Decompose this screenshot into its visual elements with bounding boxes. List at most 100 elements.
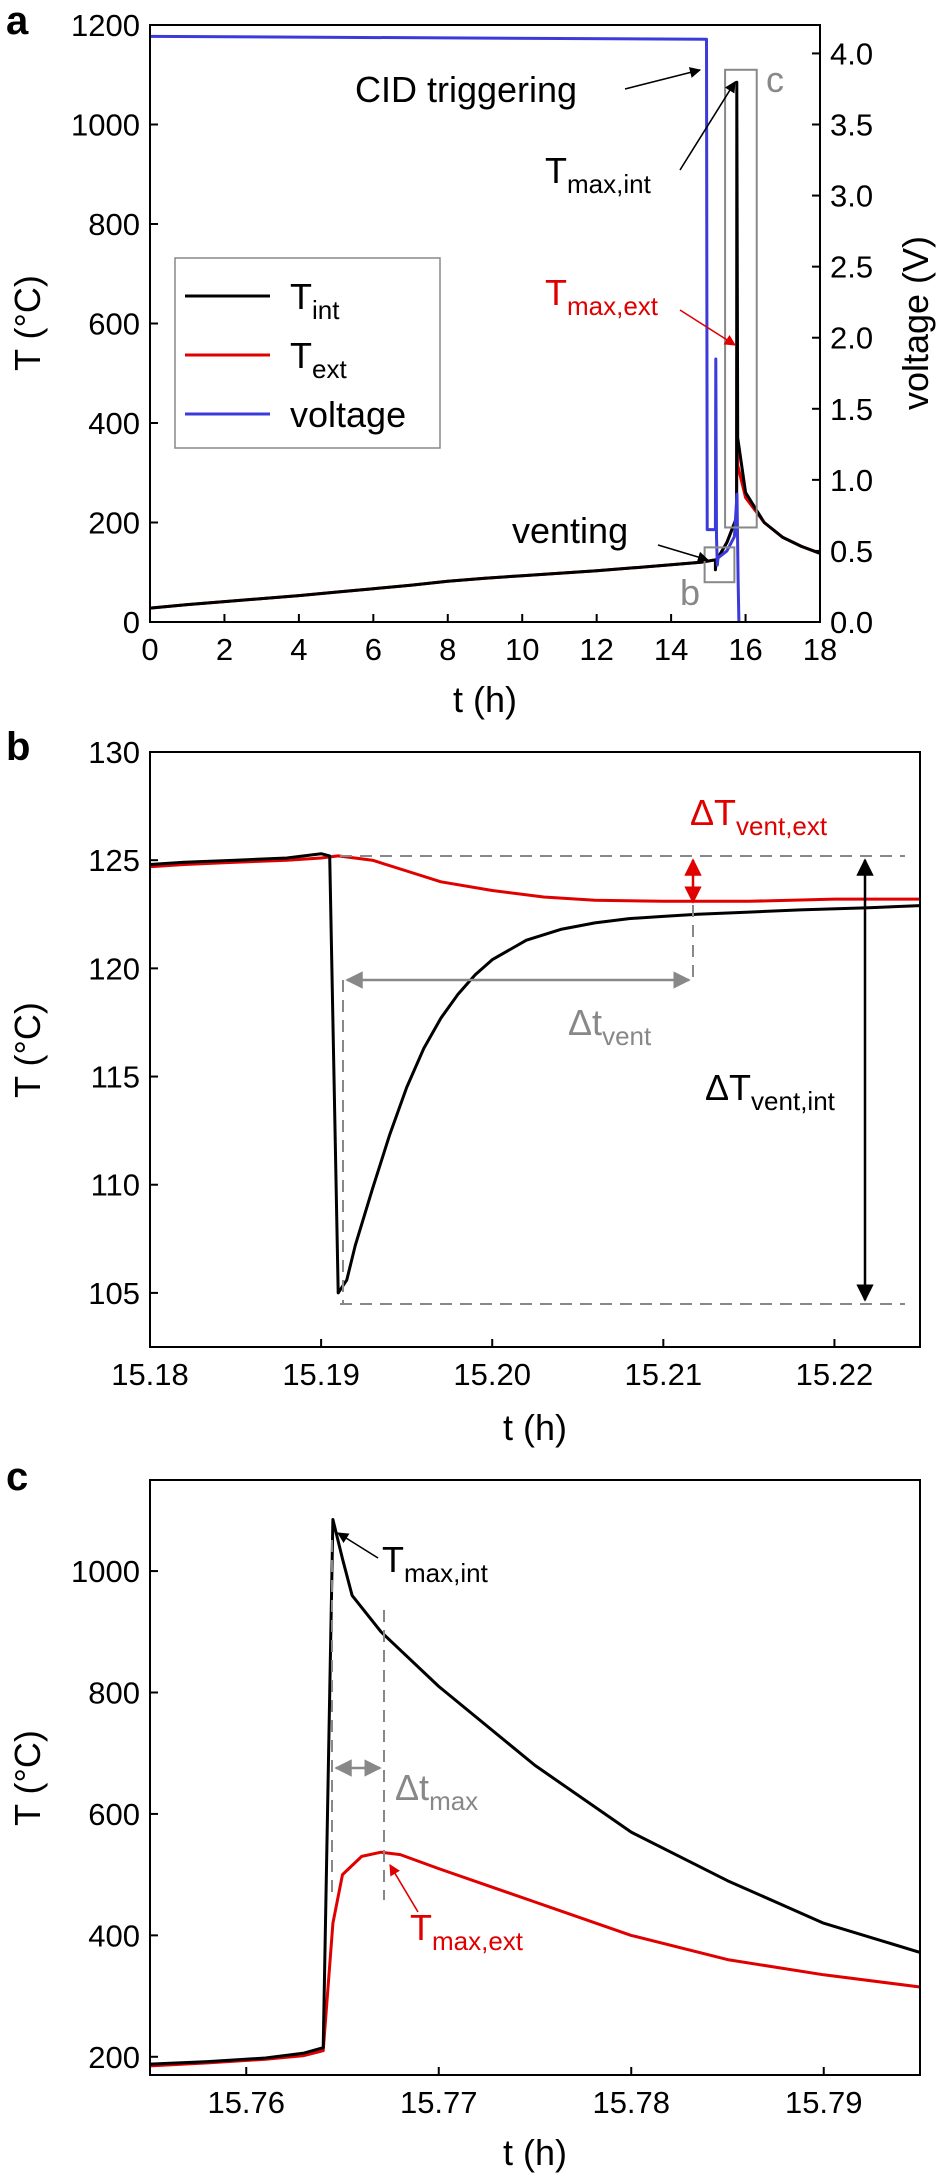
panel-a-y-axis-label: T (°C) <box>7 275 48 371</box>
annotation-venting: venting <box>512 510 628 551</box>
annotation-tmax-int-a-sub: max,int <box>567 169 652 199</box>
annotation-tmax-ext-a-sub: max,ext <box>567 291 659 321</box>
panel-c-y-tick-label: 400 <box>88 1918 140 1953</box>
panel-a-y-tick-label: 400 <box>88 406 140 441</box>
panel-b-y-axis-label: T (°C) <box>7 1002 48 1098</box>
panel-b-plot-frame <box>149 751 921 1348</box>
panel-c-x-tick-label: 15.79 <box>785 2085 863 2120</box>
panel-a-y2-tick-label: 4.0 <box>830 36 873 71</box>
panel-a-x-tick-label: 0 <box>141 632 158 667</box>
panel-b-x-axis-label: t (h) <box>503 1407 567 1448</box>
panel-a-y2-tick-label: 3.0 <box>830 179 873 214</box>
annotation-tmax-ext-a: Tmax,ext <box>545 272 659 321</box>
annotation-tmax-int-a-base: T <box>545 150 567 191</box>
panel-a-series-t-int <box>149 80 821 610</box>
panel-c-plot-frame <box>149 1479 921 2076</box>
panel-b-y-tick-label: 120 <box>88 951 140 986</box>
panel-a-x-tick-label: 4 <box>290 632 307 667</box>
annotation-tmax-int-c-base: T <box>382 1539 404 1580</box>
arrow-tmax-ext-a <box>679 309 736 346</box>
panel-c-y-axis-label: T (°C) <box>7 1730 48 1826</box>
panel-a-ticks: 0 2 4 6 8 10 12 14 16 18 0 200 400 600 800 1000 1200 0.0 0… <box>71 8 873 667</box>
panel-c-y-tick-label: 600 <box>88 1797 140 1832</box>
panel-c-y-tick-label: 1000 <box>71 1554 140 1589</box>
panel-label-b: b <box>6 725 30 769</box>
annotation-delta-T-vent-ext-base: ΔT <box>690 792 736 833</box>
panel-a-y2-tick-label: 1.0 <box>830 463 873 498</box>
panel-c-chart: 15.76 15.77 15.78 15.79 200 400 600 800 1000 Tma… <box>7 1479 921 2173</box>
annotation-delta-T-vent-ext: ΔTvent,ext <box>690 792 828 841</box>
panel-label-a: a <box>6 0 29 43</box>
annotation-tmax-int-c: Tmax,int <box>382 1539 489 1588</box>
panel-a-x-tick-label: 10 <box>505 632 539 667</box>
panel-b-series-t-ext <box>149 854 920 903</box>
panel-a-y2-tick-label: 0.0 <box>830 605 873 640</box>
panel-a-chart: 0 2 4 6 8 10 12 14 16 18 0 200 400 600 800 1000 1200 0.0 0… <box>7 8 936 720</box>
panel-c-series-t-ext <box>149 1850 921 2068</box>
panel-b-chart: 15.18 15.19 15.20 15.21 15.22 105 110 115 120 125… <box>7 735 921 1448</box>
panel-a-legend: Tint Text voltage <box>174 257 441 449</box>
panel-a-series <box>149 34 821 623</box>
panel-b-y-tick-label: 125 <box>88 843 140 878</box>
annotation-delta-t-vent-sub: vent <box>602 1021 652 1051</box>
annotation-tmax-ext-c: Tmax,ext <box>410 1907 524 1956</box>
panel-b-ticks: 15.18 15.19 15.20 15.21 15.22 105 110 115 120 125… <box>88 735 873 1392</box>
inset-box-b <box>703 546 736 584</box>
annotation-delta-t-vent: Δtvent <box>568 1002 652 1051</box>
panel-a-y-tick-label: 800 <box>88 207 140 242</box>
panel-a-y2-tick-label: 0.5 <box>830 534 873 569</box>
panel-a-y2-tick-label: 2.0 <box>830 321 873 356</box>
annotation-delta-t-max-sub: max <box>429 1786 478 1816</box>
panel-a-x-tick-label: 16 <box>728 632 762 667</box>
legend-frame <box>174 257 441 449</box>
panel-c-x-tick-label: 15.77 <box>400 2085 478 2120</box>
arrow-tmax-int-c <box>337 1532 379 1559</box>
panel-a-x-tick-label: 8 <box>439 632 456 667</box>
panel-a-y-tick-label: 1200 <box>71 8 140 43</box>
panel-b-series <box>149 852 921 1295</box>
annotation-delta-t-max: Δtmax <box>395 1767 478 1816</box>
panel-c-x-axis-label: t (h) <box>503 2132 567 2173</box>
legend-label-voltage: voltage <box>290 394 406 435</box>
legend-label-t-int-base: T <box>290 276 312 317</box>
panel-b-x-tick-label: 15.18 <box>111 1357 189 1392</box>
panel-c-ticks: 15.76 15.77 15.78 15.79 200 400 600 800 1000 <box>71 1554 863 2120</box>
panel-a-y2-tick-label: 1.5 <box>830 392 873 427</box>
annotation-delta-T-vent-int-base: ΔT <box>705 1067 751 1108</box>
annotation-tmax-ext-a-base: T <box>545 272 567 313</box>
annotation-delta-t-max-base: Δt <box>395 1767 429 1808</box>
inset-box-c <box>724 68 758 529</box>
panel-c-x-tick-label: 15.78 <box>592 2085 670 2120</box>
legend-label-t-ext-sub: ext <box>312 354 347 384</box>
panel-a-y-tick-label: 600 <box>88 307 140 342</box>
panel-c-x-tick-label: 15.76 <box>207 2085 285 2120</box>
panel-a-x-tick-label: 14 <box>654 632 688 667</box>
inset-box-label-c: c <box>766 59 784 100</box>
panel-b-y-tick-label: 115 <box>91 1060 140 1095</box>
panel-b-x-tick-label: 15.20 <box>453 1357 531 1392</box>
panel-a-x-tick-label: 6 <box>365 632 382 667</box>
panel-a-plot-frame <box>149 24 821 623</box>
panel-b-x-tick-label: 15.19 <box>282 1357 360 1392</box>
annotation-tmax-int-c-sub: max,int <box>404 1558 489 1588</box>
legend-label-t-ext: Text <box>290 335 347 384</box>
panel-a-y2-axis-label: voltage (V) <box>895 236 936 410</box>
panel-c-series <box>149 1518 921 2068</box>
panel-c-y-tick-label: 800 <box>88 1676 140 1711</box>
annotation-cid-triggering: CID triggering <box>355 69 577 110</box>
arrow-tmax-int-a <box>679 81 736 171</box>
arrow-venting <box>657 544 710 563</box>
panel-a-y-tick-label: 0 <box>123 605 140 640</box>
panel-a-y2-tick-label: 2.5 <box>830 250 873 285</box>
panel-a-y-tick-label: 1000 <box>71 108 140 143</box>
annotation-delta-T-vent-int: ΔTvent,int <box>705 1067 836 1116</box>
annotation-delta-T-vent-int-sub: vent,int <box>751 1086 836 1116</box>
panel-b-y-tick-label: 110 <box>91 1168 140 1203</box>
legend-label-t-int: Tint <box>290 276 340 325</box>
panel-a-x-tick-label: 18 <box>803 632 837 667</box>
legend-label-t-int-sub: int <box>312 295 340 325</box>
panel-a-series-voltage <box>149 34 741 623</box>
panel-a-x-axis-label: t (h) <box>453 679 517 720</box>
panel-b-x-tick-label: 15.21 <box>625 1357 703 1392</box>
